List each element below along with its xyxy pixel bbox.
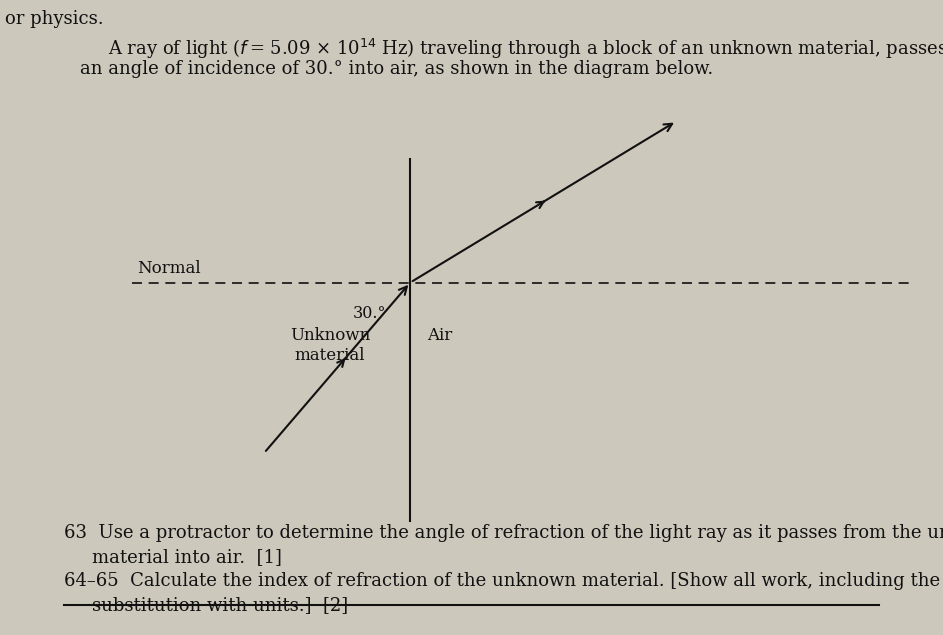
Text: 30.°: 30.° [353,305,387,322]
Text: an angle of incidence of 30.° into air, as shown in the diagram below.: an angle of incidence of 30.° into air, … [80,60,714,78]
Text: 63  Use a protractor to determine the angle of refraction of the light ray as it: 63 Use a protractor to determine the ang… [64,524,943,542]
Text: A ray of light ($f\!$ = 5.09 × 10$^{14}$ Hz) traveling through a block of an unk: A ray of light ($f\!$ = 5.09 × 10$^{14}$… [108,37,943,61]
Text: material into air.  [1]: material into air. [1] [92,548,282,566]
Text: or physics.: or physics. [5,10,104,27]
Text: Air: Air [427,327,453,344]
Text: 64–65  Calculate the index of refraction of the unknown material. [Show all work: 64–65 Calculate the index of refraction … [64,572,943,589]
Text: Normal: Normal [137,260,200,277]
Text: substitution with units.]  [2]: substitution with units.] [2] [92,596,349,613]
Text: Unknown
material: Unknown material [290,327,371,364]
